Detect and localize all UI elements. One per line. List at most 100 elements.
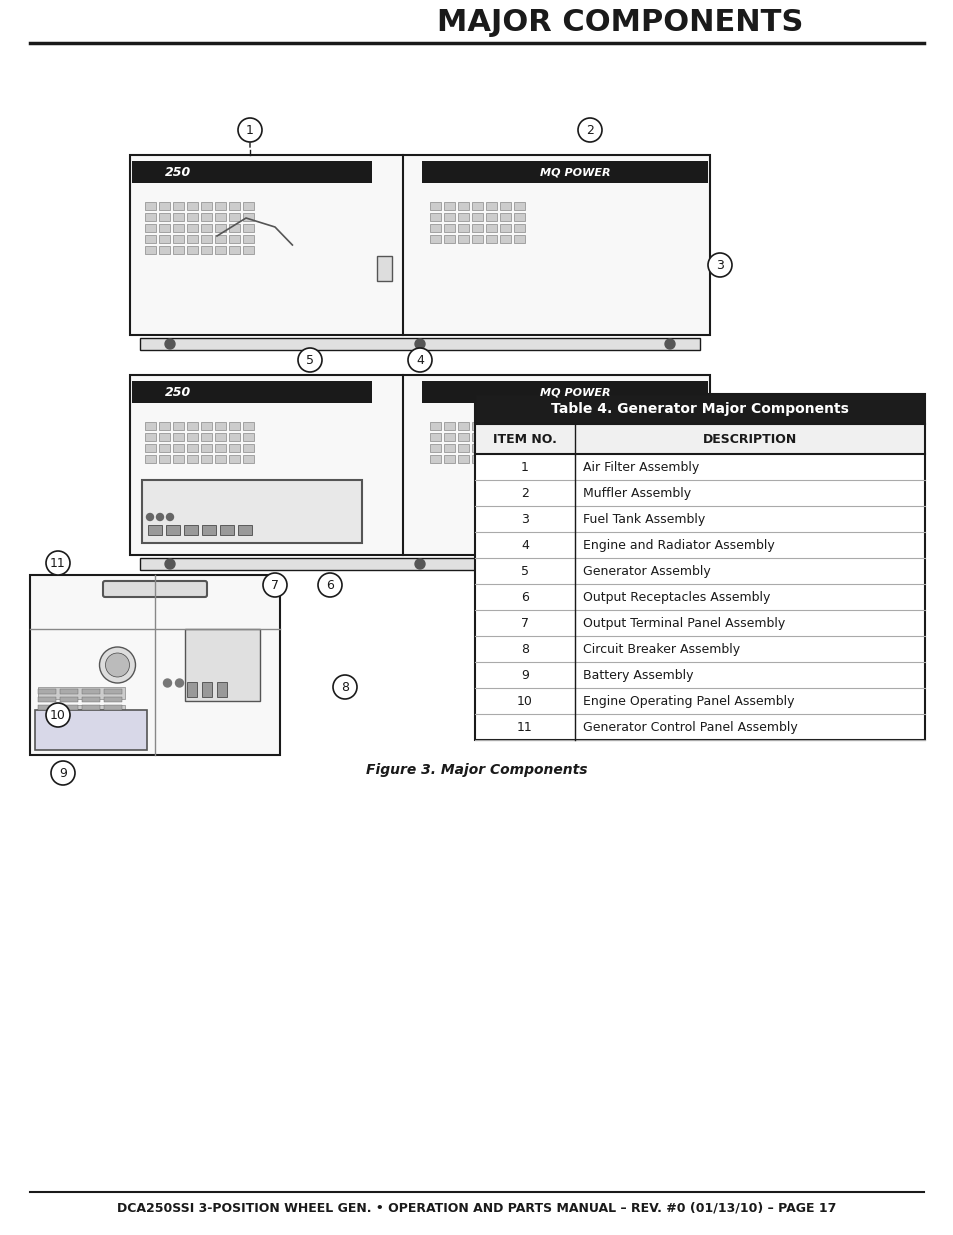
Bar xyxy=(145,454,156,463)
Bar xyxy=(514,212,524,221)
Bar xyxy=(201,433,212,441)
Bar xyxy=(82,705,100,710)
Bar xyxy=(214,235,226,243)
Circle shape xyxy=(415,559,424,569)
Bar xyxy=(145,212,156,221)
Text: 250: 250 xyxy=(165,165,191,179)
Bar xyxy=(172,235,184,243)
Bar xyxy=(485,433,497,441)
Bar xyxy=(430,235,440,243)
Bar xyxy=(201,454,212,463)
Bar xyxy=(475,424,924,454)
Bar xyxy=(217,683,227,698)
Bar xyxy=(60,697,78,701)
Circle shape xyxy=(99,647,135,683)
Bar xyxy=(430,422,440,430)
Text: 3: 3 xyxy=(716,258,723,272)
Bar xyxy=(220,525,233,535)
Bar xyxy=(82,697,100,701)
Bar xyxy=(214,246,226,254)
Bar xyxy=(475,662,924,688)
Bar xyxy=(172,422,184,430)
Text: 5: 5 xyxy=(520,564,529,578)
Bar xyxy=(130,375,709,555)
Bar xyxy=(514,433,524,441)
Bar xyxy=(159,445,170,452)
Circle shape xyxy=(317,573,341,597)
Bar xyxy=(472,433,482,441)
Bar xyxy=(201,212,212,221)
Bar xyxy=(475,688,924,714)
Bar xyxy=(38,687,126,699)
Bar xyxy=(172,203,184,210)
Bar xyxy=(185,629,260,701)
Bar xyxy=(140,338,700,350)
Circle shape xyxy=(163,679,172,687)
Circle shape xyxy=(263,573,287,597)
Text: Generator Assembly: Generator Assembly xyxy=(582,564,710,578)
Bar xyxy=(475,714,924,740)
Bar xyxy=(485,422,497,430)
Bar xyxy=(188,683,197,698)
Bar xyxy=(35,710,148,750)
Bar xyxy=(421,161,707,183)
Bar xyxy=(499,235,511,243)
Text: Engine Operating Panel Assembly: Engine Operating Panel Assembly xyxy=(582,694,794,708)
Bar xyxy=(145,235,156,243)
Bar xyxy=(187,422,198,430)
Text: 7: 7 xyxy=(271,578,278,592)
Bar xyxy=(172,433,184,441)
Bar xyxy=(457,203,469,210)
Circle shape xyxy=(664,338,675,350)
Bar xyxy=(443,422,455,430)
Bar xyxy=(145,203,156,210)
Text: MQ POWER: MQ POWER xyxy=(539,387,610,396)
Circle shape xyxy=(408,348,432,372)
Bar xyxy=(472,454,482,463)
Bar xyxy=(229,235,240,243)
Bar xyxy=(514,422,524,430)
Bar xyxy=(166,525,180,535)
Bar xyxy=(472,212,482,221)
Bar xyxy=(472,422,482,430)
Text: MAJOR COMPONENTS: MAJOR COMPONENTS xyxy=(436,7,802,37)
Bar xyxy=(475,584,924,610)
Bar xyxy=(237,525,252,535)
Bar xyxy=(201,445,212,452)
Bar xyxy=(159,203,170,210)
Bar xyxy=(499,203,511,210)
Bar xyxy=(159,212,170,221)
Bar xyxy=(243,454,253,463)
Text: Muffler Assembly: Muffler Assembly xyxy=(582,487,690,499)
Bar xyxy=(457,433,469,441)
Bar xyxy=(472,235,482,243)
Bar xyxy=(145,224,156,232)
Text: 9: 9 xyxy=(59,767,67,779)
Bar xyxy=(214,203,226,210)
Bar xyxy=(376,256,391,282)
Text: DESCRIPTION: DESCRIPTION xyxy=(702,432,797,446)
Bar xyxy=(485,454,497,463)
Circle shape xyxy=(188,679,195,687)
Circle shape xyxy=(707,253,731,277)
Bar xyxy=(159,224,170,232)
Bar xyxy=(187,246,198,254)
Bar xyxy=(142,480,362,543)
Bar xyxy=(159,433,170,441)
Bar xyxy=(472,203,482,210)
Text: 4: 4 xyxy=(520,538,528,552)
Bar xyxy=(187,433,198,441)
Bar xyxy=(201,224,212,232)
Bar xyxy=(38,722,126,735)
Bar xyxy=(472,445,482,452)
Text: Output Terminal Panel Assembly: Output Terminal Panel Assembly xyxy=(582,616,784,630)
Bar xyxy=(38,705,126,718)
Text: Fuel Tank Assembly: Fuel Tank Assembly xyxy=(582,513,704,526)
Circle shape xyxy=(578,119,601,142)
Bar xyxy=(485,224,497,232)
Bar xyxy=(229,454,240,463)
Bar xyxy=(499,212,511,221)
Bar xyxy=(499,422,511,430)
Circle shape xyxy=(333,676,356,699)
Bar xyxy=(514,203,524,210)
